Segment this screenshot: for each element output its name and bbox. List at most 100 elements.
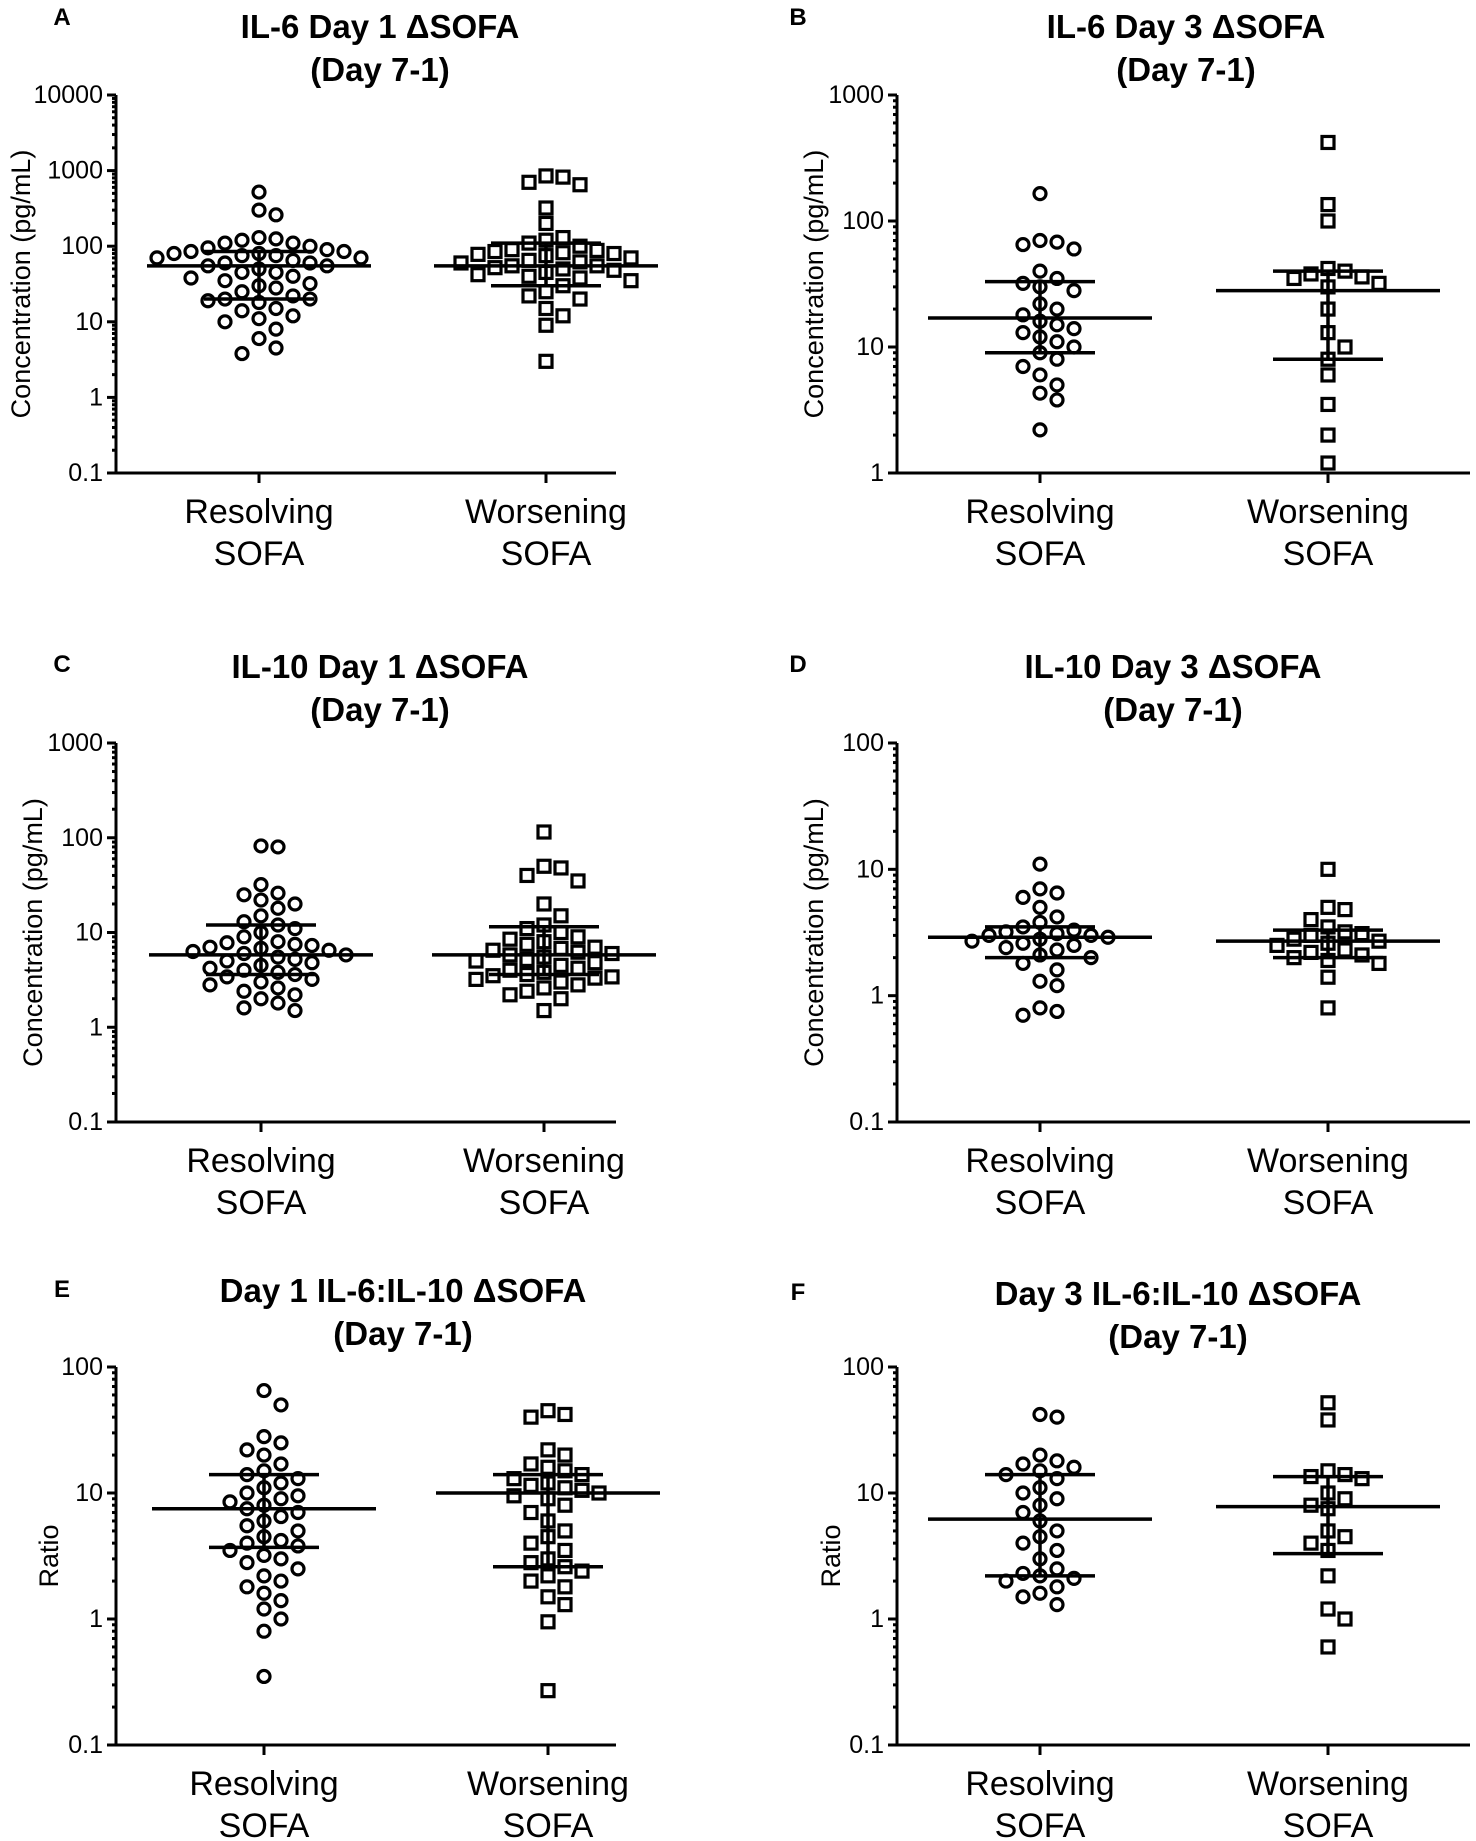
data-point-square xyxy=(557,1523,573,1539)
data-point-circle xyxy=(1032,367,1048,383)
data-point-circle xyxy=(273,1508,289,1525)
data-point-circle xyxy=(256,1601,272,1617)
data-point-circle xyxy=(1083,927,1099,943)
data-point-square xyxy=(1320,861,1336,877)
x-tick-label: SOFA xyxy=(995,1184,1086,1222)
panel-letter: D xyxy=(789,651,806,678)
x-tick-label: SOFA xyxy=(214,535,305,573)
chart-subtitle: (Day 7-1) xyxy=(333,1315,472,1352)
x-tick-label: Worsening xyxy=(1247,1142,1409,1180)
y-tick-label: 1 xyxy=(89,1013,103,1041)
x-tick-label: SOFA xyxy=(219,1807,310,1841)
chart-title: IL-10 Day 3 ΔSOFA xyxy=(1025,648,1322,685)
y-tick-label: 1 xyxy=(89,383,103,411)
data-point-circle xyxy=(1015,1589,1031,1605)
x-tick-label: SOFA xyxy=(1283,1807,1374,1841)
data-point-circle xyxy=(239,1579,255,1595)
data-point-square xyxy=(540,1589,556,1605)
data-point-square xyxy=(557,1497,573,1513)
panel-letter: B xyxy=(789,4,806,31)
data-point-square xyxy=(523,1456,539,1472)
data-point-circle xyxy=(1066,1459,1082,1475)
data-point-circle xyxy=(1015,889,1031,905)
data-point-circle xyxy=(256,1429,272,1445)
x-tick-label: SOFA xyxy=(1283,1184,1374,1222)
data-point-circle xyxy=(239,1518,255,1534)
x-tick-label: Resolving xyxy=(186,1142,335,1180)
data-point-square xyxy=(536,980,552,996)
data-point-circle xyxy=(1066,320,1082,337)
data-point-square xyxy=(519,867,535,884)
data-point-circle xyxy=(239,1442,255,1458)
x-tick-label: SOFA xyxy=(995,1807,1086,1841)
data-point-square xyxy=(538,353,554,369)
data-point-circle xyxy=(1032,1447,1048,1463)
data-point-circle xyxy=(273,1532,289,1549)
chart-subtitle: (Day 7-1) xyxy=(1103,691,1242,728)
data-point-square xyxy=(519,983,535,999)
data-point-square xyxy=(553,957,569,973)
y-tick-label: 1 xyxy=(870,982,884,1010)
y-tick-label: 0.1 xyxy=(849,1108,884,1136)
data-point-circle xyxy=(1032,973,1048,989)
data-point-square xyxy=(553,860,569,876)
data-point-square xyxy=(540,1683,556,1699)
data-point-square xyxy=(538,215,554,232)
data-point-circle xyxy=(304,937,320,954)
data-point-circle xyxy=(287,896,303,912)
data-point-circle xyxy=(1032,1406,1048,1423)
data-point-circle xyxy=(270,964,286,980)
data-point-circle xyxy=(1049,1409,1065,1425)
data-point-square xyxy=(570,977,586,993)
y-tick-label: 100 xyxy=(842,729,884,757)
data-point-circle xyxy=(981,927,997,943)
data-point-circle xyxy=(1049,978,1065,994)
chart-title: IL-10 Day 1 ΔSOFA xyxy=(232,648,529,685)
data-point-circle xyxy=(1049,234,1065,250)
data-point-square xyxy=(572,291,588,307)
data-point-circle xyxy=(236,887,252,903)
data-point-square xyxy=(538,168,554,184)
y-tick-label: 10000 xyxy=(33,81,103,109)
data-point-square xyxy=(536,858,552,874)
data-point-circle xyxy=(253,892,269,908)
data-point-circle xyxy=(219,969,235,985)
data-point-square xyxy=(536,896,552,912)
chart-subtitle: (Day 7-1) xyxy=(1108,1318,1247,1355)
data-point-square xyxy=(536,1002,552,1019)
data-point-square xyxy=(519,920,535,937)
data-point-circle xyxy=(219,935,235,951)
data-point-circle xyxy=(239,1485,255,1501)
x-tick-label: Resolving xyxy=(965,1765,1114,1803)
data-point-square xyxy=(1320,1639,1336,1655)
data-point-circle xyxy=(302,276,318,292)
data-point-square xyxy=(555,169,571,185)
data-point-circle xyxy=(1066,241,1082,257)
data-point-circle xyxy=(1066,937,1082,953)
data-point-square xyxy=(540,1459,556,1475)
data-point-circle xyxy=(287,1002,303,1019)
data-point-circle xyxy=(273,1592,289,1609)
data-point-square xyxy=(1320,1395,1336,1411)
x-tick-label: Worsening xyxy=(465,493,627,531)
data-point-circle xyxy=(1032,185,1048,202)
data-point-square xyxy=(604,969,620,985)
data-point-circle xyxy=(217,273,233,289)
data-point-circle xyxy=(273,1551,289,1567)
data-point-square xyxy=(540,1614,556,1630)
y-tick-label: 0.1 xyxy=(68,1731,103,1759)
data-point-circle xyxy=(251,229,267,246)
data-point-circle xyxy=(251,330,267,347)
data-point-circle xyxy=(1032,856,1048,872)
data-point-square xyxy=(1286,931,1302,947)
data-point-square xyxy=(606,245,622,262)
data-point-square xyxy=(523,1535,539,1551)
data-point-circle xyxy=(236,929,252,945)
panel-letter: C xyxy=(53,651,70,678)
data-point-square xyxy=(1337,1466,1353,1483)
data-point-square xyxy=(523,1573,539,1589)
chart-panel-f: F Day 3 IL-6:IL-10 ΔSOFA (Day 7-1) Ratio 0.1… xyxy=(791,1275,1470,1841)
data-point-square xyxy=(555,308,571,324)
y-tick-label: 100 xyxy=(842,207,884,235)
